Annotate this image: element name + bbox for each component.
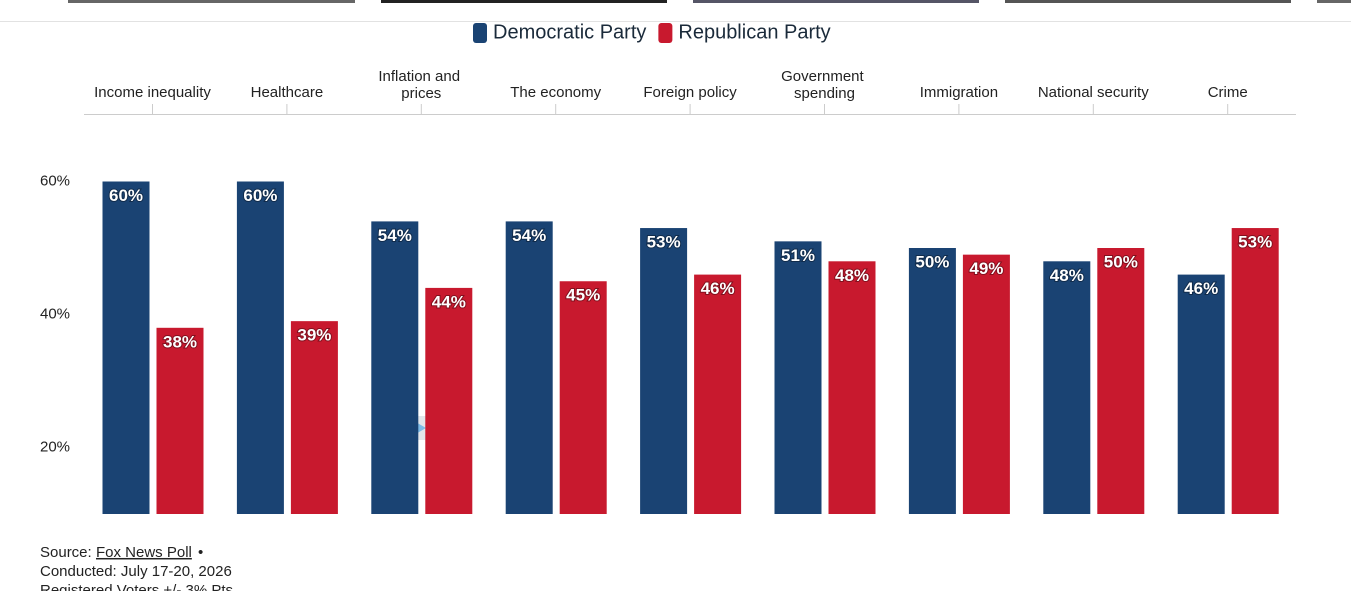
category-label: Inflation and prices bbox=[378, 68, 464, 102]
value-label: 50% bbox=[915, 252, 949, 271]
category-label: National security bbox=[1038, 84, 1149, 101]
category-label: Foreign policy bbox=[643, 84, 737, 101]
bar bbox=[1231, 228, 1279, 515]
bar bbox=[908, 248, 956, 514]
bar bbox=[236, 181, 284, 514]
thumbnail bbox=[693, 0, 979, 3]
category-label: Government spending bbox=[781, 68, 868, 102]
y-tick-label: 40% bbox=[40, 305, 70, 322]
thumbnail bbox=[381, 0, 667, 3]
bar bbox=[559, 281, 607, 514]
source-prefix: Source: bbox=[40, 544, 92, 561]
bar bbox=[774, 241, 822, 514]
bar bbox=[290, 321, 338, 514]
value-label: 51% bbox=[781, 246, 815, 265]
category-line: Inflation and bbox=[378, 68, 464, 85]
legend-label: Democratic Party bbox=[493, 21, 646, 43]
value-label: 38% bbox=[163, 332, 197, 351]
value-label: 53% bbox=[647, 233, 681, 252]
source-separator: • bbox=[198, 544, 203, 561]
value-label: 53% bbox=[1238, 233, 1272, 252]
value-label: 54% bbox=[378, 226, 412, 245]
y-tick-label: 60% bbox=[40, 172, 70, 189]
value-label: 49% bbox=[969, 259, 1003, 278]
value-label: 39% bbox=[297, 326, 331, 345]
sample: Registered Voters +/- 3% Pts bbox=[40, 582, 233, 591]
bar bbox=[371, 221, 419, 514]
legend-swatch bbox=[473, 23, 487, 43]
value-label: 60% bbox=[243, 186, 277, 205]
legend-swatch bbox=[658, 23, 673, 43]
legend-label: Republican Party bbox=[678, 21, 830, 43]
category-line: spending bbox=[794, 85, 855, 102]
category-label: Healthcare bbox=[251, 84, 324, 101]
category-line: Government bbox=[781, 68, 868, 85]
value-label: 45% bbox=[566, 286, 600, 305]
value-label: 46% bbox=[701, 279, 735, 298]
bar bbox=[694, 274, 742, 514]
conducted: Conducted: July 17-20, 2026 bbox=[40, 563, 232, 580]
y-tick-label: 20% bbox=[40, 438, 70, 455]
bar bbox=[1177, 274, 1225, 514]
bar bbox=[102, 181, 150, 514]
category-label: The economy bbox=[510, 84, 601, 101]
value-label: 60% bbox=[109, 186, 143, 205]
thumbnail bbox=[1005, 0, 1291, 3]
bar bbox=[1097, 248, 1145, 514]
value-label: 50% bbox=[1104, 252, 1138, 271]
bar bbox=[156, 327, 204, 514]
value-label: 54% bbox=[512, 226, 546, 245]
bar bbox=[962, 254, 1010, 514]
value-label: 44% bbox=[432, 292, 466, 311]
source-link[interactable]: Fox News Poll bbox=[96, 544, 192, 561]
category-label: Income inequality bbox=[94, 84, 211, 101]
category-label: Crime bbox=[1208, 84, 1248, 101]
bar bbox=[1043, 261, 1091, 514]
thumbnail bbox=[68, 0, 355, 3]
value-label: 48% bbox=[835, 266, 869, 285]
category-line: prices bbox=[401, 85, 441, 102]
value-label: 46% bbox=[1184, 279, 1218, 298]
bar bbox=[640, 228, 688, 515]
thumbnail bbox=[1317, 0, 1351, 3]
bar bbox=[828, 261, 876, 514]
bar bbox=[425, 287, 473, 514]
category-label: Immigration bbox=[920, 84, 998, 101]
bar bbox=[505, 221, 553, 514]
value-label: 48% bbox=[1050, 266, 1084, 285]
